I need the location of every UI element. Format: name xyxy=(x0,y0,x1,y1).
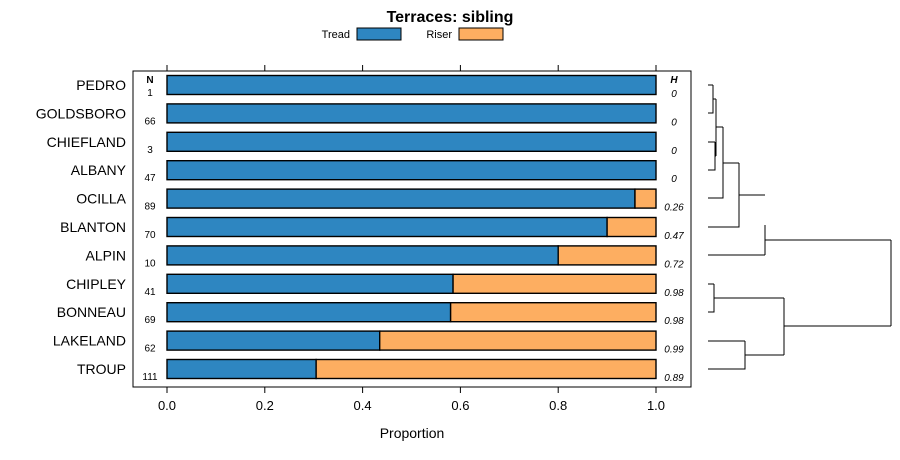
row-label: CHIPLEY xyxy=(66,276,127,292)
bar-tread-alpin xyxy=(166,245,559,266)
n-labels: 1 66 3 47 89 70 10 41 69 62 111 xyxy=(142,88,158,383)
x-axis-label: Proportion xyxy=(380,425,445,441)
bar-riser-lakeland xyxy=(379,330,657,351)
n-value: 69 xyxy=(144,315,156,326)
chart-title: Terraces: sibling xyxy=(387,9,514,26)
bar-tread-chiefland xyxy=(166,131,657,153)
n-value: 47 xyxy=(144,173,156,184)
bar-tread-albany xyxy=(166,159,657,181)
h-value: 0.98 xyxy=(664,288,684,299)
h-value: 0 xyxy=(671,146,677,157)
plot-frame xyxy=(132,70,692,388)
h-value: 0.72 xyxy=(664,259,684,270)
bar-tread-pedro xyxy=(166,74,657,96)
h-value: 0.47 xyxy=(664,231,684,242)
h-header: H xyxy=(670,75,678,86)
x-axis: 0.0 0.2 0.4 0.6 0.8 1.0 xyxy=(158,65,665,413)
legend-swatch-tread xyxy=(356,27,402,41)
n-value: 10 xyxy=(144,258,156,269)
n-value: 1 xyxy=(147,88,153,99)
h-value: 0.26 xyxy=(664,203,684,214)
bar-riser-chipley xyxy=(452,273,657,294)
row-label: ALBANY xyxy=(71,162,127,178)
row-label: OCILLA xyxy=(76,191,126,207)
dendrogram xyxy=(708,84,892,370)
n-value: 111 xyxy=(142,372,158,383)
legend: Tread Riser xyxy=(322,27,504,41)
bars xyxy=(166,74,657,380)
bar-tread-goldsboro xyxy=(166,103,657,124)
h-value: 0.98 xyxy=(664,316,684,327)
bar-tread-blanton xyxy=(166,216,608,238)
bar-riser-bonneau xyxy=(449,302,657,323)
x-tick-label: 0.0 xyxy=(158,398,176,413)
bar-tread-ocilla xyxy=(166,188,636,209)
legend-label-tread: Tread xyxy=(322,29,350,41)
bar-tread-lakeland xyxy=(166,330,381,351)
bar-tread-bonneau xyxy=(166,302,452,323)
row-label: BONNEAU xyxy=(57,304,126,320)
n-value: 3 xyxy=(147,145,153,156)
row-label: GOLDSBORO xyxy=(36,105,126,121)
n-header: N xyxy=(146,75,153,86)
bar-riser-blanton xyxy=(606,216,657,238)
bar-riser-alpin xyxy=(557,245,657,266)
x-tick-label: 0.2 xyxy=(256,398,274,413)
n-value: 89 xyxy=(144,202,156,213)
legend-label-riser: Riser xyxy=(426,29,452,41)
row-label: CHIEFLAND xyxy=(47,134,126,150)
bar-riser-ocilla xyxy=(634,188,657,209)
row-label: ALPIN xyxy=(86,247,126,263)
n-value: 41 xyxy=(144,287,156,298)
x-tick-label: 0.4 xyxy=(354,398,372,413)
x-tick-label: 0.6 xyxy=(451,398,469,413)
h-value: 0 xyxy=(671,117,677,128)
bar-tread-troup xyxy=(166,358,317,380)
n-value: 62 xyxy=(144,344,156,355)
row-labels: PEDRO GOLDSBORO CHIEFLAND ALBANY OCILLA BLANT… xyxy=(36,77,127,377)
bar-tread-chipley xyxy=(166,273,454,294)
legend-swatch-riser xyxy=(458,27,504,41)
h-value: 0 xyxy=(671,174,677,185)
h-value: 0 xyxy=(671,89,677,100)
h-value: 0.99 xyxy=(664,345,684,356)
row-label: TROUP xyxy=(77,361,126,377)
x-tick-label: 0.8 xyxy=(549,398,567,413)
row-label: PEDRO xyxy=(76,77,126,93)
row-label: BLANTON xyxy=(60,219,126,235)
n-value: 70 xyxy=(144,230,156,241)
n-value: 66 xyxy=(144,116,156,127)
bar-riser-troup xyxy=(315,358,657,380)
h-labels: 0 0 0 0 0.26 0.47 0.72 0.98 0.98 0.99 0.89 xyxy=(664,89,684,384)
dendrogram-links xyxy=(708,84,892,370)
x-tick-label: 1.0 xyxy=(647,398,665,413)
row-label: LAKELAND xyxy=(53,333,126,349)
h-value: 0.89 xyxy=(664,373,684,384)
